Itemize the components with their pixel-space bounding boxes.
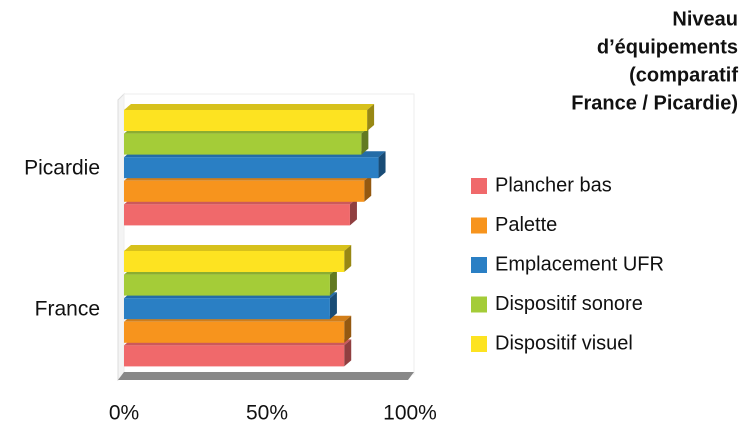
chart-title: (comparatif bbox=[629, 64, 738, 86]
bar-side bbox=[349, 198, 357, 226]
legend-swatch bbox=[471, 257, 487, 273]
legend-label: Plancher bas bbox=[495, 174, 612, 196]
bar-side bbox=[344, 339, 352, 367]
legend-label: Dispositif visuel bbox=[495, 332, 633, 354]
bar bbox=[124, 321, 345, 343]
legend-swatch bbox=[471, 178, 487, 194]
bar bbox=[124, 157, 379, 179]
chart-title: Niveau bbox=[672, 8, 738, 30]
bar bbox=[124, 133, 362, 155]
legend-label: Dispositif sonore bbox=[495, 293, 643, 315]
chart-title: France / Picardie) bbox=[571, 92, 738, 114]
bar-side bbox=[367, 104, 375, 131]
bar bbox=[124, 345, 345, 367]
bar-top bbox=[124, 104, 375, 110]
left-wall bbox=[117, 92, 125, 382]
legend-label: Emplacement UFR bbox=[495, 253, 664, 275]
y-tick-label: Picardie bbox=[24, 157, 100, 180]
legend-swatch bbox=[471, 336, 487, 352]
bar-side bbox=[364, 174, 372, 202]
bar bbox=[124, 274, 330, 296]
x-tick-label: 0% bbox=[109, 402, 139, 425]
legend-swatch bbox=[471, 217, 487, 234]
legend-swatch bbox=[471, 296, 487, 313]
legend-label: Palette bbox=[495, 214, 557, 236]
x-tick-label: 50% bbox=[246, 402, 288, 425]
bar-side bbox=[344, 315, 352, 343]
bar bbox=[124, 110, 368, 131]
bar bbox=[124, 298, 330, 320]
bar-side bbox=[329, 292, 337, 320]
floor bbox=[118, 372, 414, 380]
bar bbox=[124, 204, 350, 226]
bar bbox=[124, 251, 345, 272]
bar-side bbox=[378, 151, 386, 179]
bar bbox=[124, 180, 365, 202]
y-tick-label: France bbox=[35, 298, 100, 321]
bar-side bbox=[329, 268, 337, 296]
chart-title: d’équipements bbox=[597, 36, 738, 58]
x-tick-label: 100% bbox=[383, 402, 437, 425]
bar-top bbox=[124, 245, 352, 251]
bar-side bbox=[361, 127, 369, 155]
bar-side bbox=[344, 245, 352, 272]
